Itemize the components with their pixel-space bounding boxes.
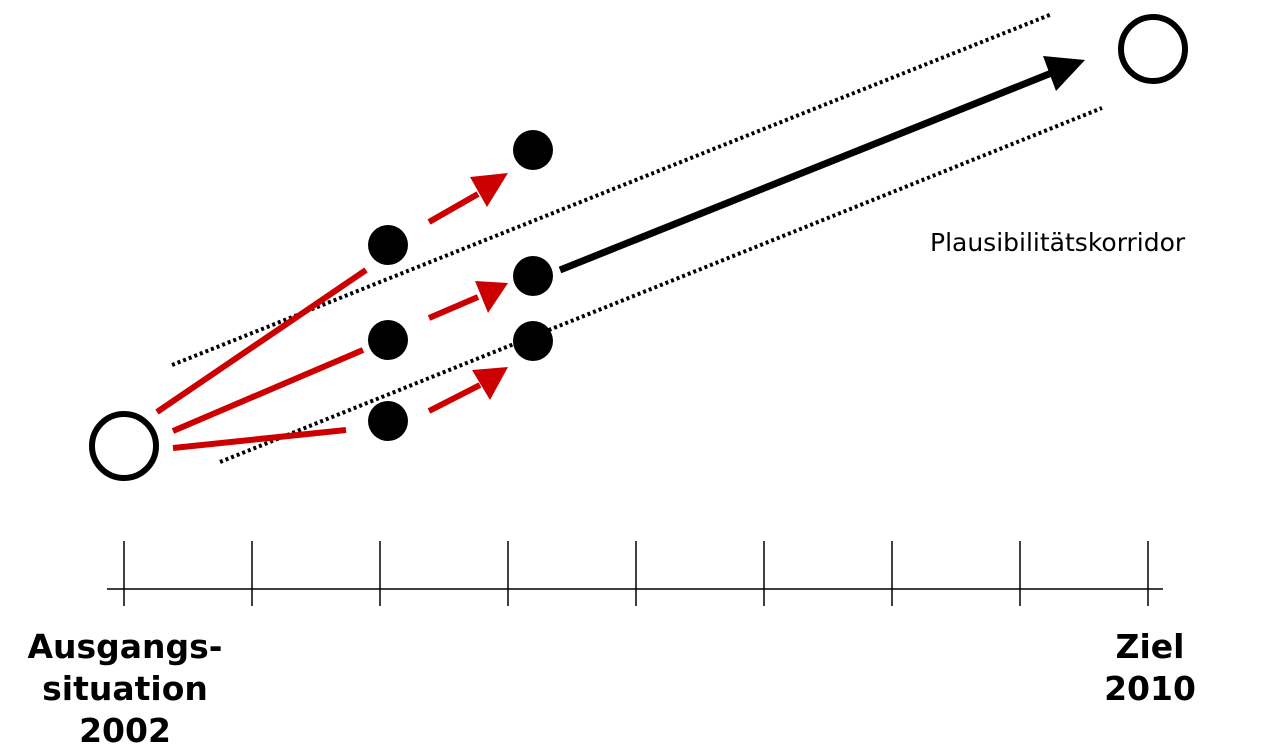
corridor-label: Plausibilitätskorridor bbox=[930, 228, 1186, 257]
red-arrow-upper bbox=[427, 173, 508, 225]
corridor-upper-line bbox=[171, 12, 1053, 367]
corridor-lower-line bbox=[219, 106, 1103, 464]
goal-label: Ziel 2010 bbox=[1104, 627, 1196, 708]
path-line-lower bbox=[172, 427, 347, 451]
red-arrow-lower bbox=[427, 367, 508, 414]
path-line-upper bbox=[155, 267, 368, 415]
dot-step1-upper bbox=[368, 225, 408, 265]
dot-step1-middle bbox=[368, 320, 408, 360]
black-arrow-to-goal bbox=[558, 56, 1085, 274]
dot-step1-lower bbox=[368, 401, 408, 441]
start-label: Ausgangs- situation 2002 bbox=[27, 627, 223, 750]
dot-step2-lower bbox=[513, 321, 553, 361]
path-line-middle bbox=[171, 347, 365, 434]
dot-step2-top bbox=[513, 130, 553, 170]
goal-circle bbox=[1118, 14, 1188, 84]
dot-step2-middle bbox=[513, 256, 553, 296]
timeline bbox=[107, 541, 1163, 606]
red-arrow-middle bbox=[427, 281, 508, 321]
start-circle bbox=[89, 411, 159, 481]
